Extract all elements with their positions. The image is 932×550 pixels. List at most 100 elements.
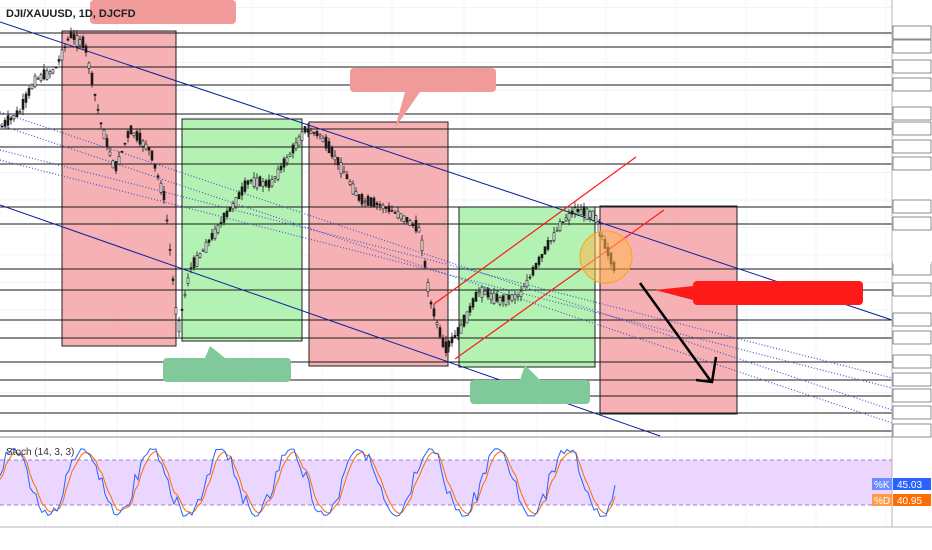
candle-body (504, 294, 508, 306)
candle-body (303, 126, 307, 133)
candle-body (384, 207, 388, 209)
candle-body (537, 256, 541, 265)
level-tag-bg (892, 106, 932, 121)
candle-body (435, 322, 439, 325)
projection-arrow-head (695, 356, 718, 384)
stoch-pane[interactable] (0, 448, 892, 517)
candle-body (516, 294, 520, 297)
candle-body (246, 180, 250, 185)
candle-body (585, 208, 589, 221)
candle-body (189, 267, 193, 270)
candle-body (294, 142, 298, 149)
candle-body (24, 93, 28, 103)
candle-body (528, 276, 532, 279)
candle-body (588, 211, 592, 219)
candle-body (552, 232, 556, 241)
candle-body (306, 128, 310, 133)
candle-body (252, 177, 256, 187)
candle-body (183, 294, 187, 297)
level-tag-bg (892, 372, 932, 387)
candle-body (564, 217, 568, 222)
candle-body (540, 253, 544, 259)
candle-body (501, 295, 505, 302)
stoch-k-line (0, 448, 616, 517)
level-tag-bg (892, 388, 932, 403)
candle-body (570, 210, 574, 215)
candle-body (465, 311, 469, 324)
candle-body (198, 253, 202, 258)
candle-body (495, 293, 499, 302)
candle-body (45, 70, 49, 80)
candle-body (162, 191, 166, 201)
candle-body (213, 228, 217, 239)
candle-body (240, 186, 244, 196)
candle-body (411, 224, 415, 227)
stoch-band (0, 460, 892, 505)
candle-body (378, 204, 382, 206)
candle-body (354, 191, 358, 196)
candle-body (234, 197, 238, 207)
candle-body (549, 240, 553, 242)
candle-body (228, 207, 232, 212)
candle-body (12, 115, 16, 120)
candle-body (60, 49, 64, 61)
candle-body (525, 280, 529, 288)
candle-body (519, 290, 523, 298)
stoch-d-tag-bg (872, 494, 892, 506)
candle-body (150, 150, 154, 161)
candle-body (456, 327, 460, 337)
candle-body (420, 239, 424, 251)
candle-body (78, 39, 82, 46)
candle-body (480, 286, 484, 298)
annotation-callout-bg (163, 358, 291, 382)
candle-body (324, 136, 328, 149)
candle-body (429, 301, 433, 305)
candle-body (318, 134, 322, 137)
candle-body (9, 117, 13, 121)
candle-body (408, 220, 412, 226)
candle-body (417, 227, 421, 233)
stoch-k-tag: %K (874, 480, 890, 491)
candle-body (522, 286, 526, 291)
candle-body (360, 193, 364, 205)
rising-channel-lower (454, 209, 665, 360)
candle-body (357, 194, 361, 201)
candle-body (363, 200, 367, 203)
candle-body (312, 132, 316, 134)
stoch-d-line (0, 450, 616, 515)
candle-body (369, 197, 373, 207)
candle-body (477, 291, 481, 294)
candle-body (54, 66, 58, 69)
level-tags (892, 25, 932, 438)
candle-body (399, 213, 403, 220)
stoch-d-tag: %D (874, 496, 890, 507)
candle-body (36, 77, 40, 80)
candle-body (258, 176, 262, 187)
candle-body (114, 161, 118, 172)
candle-body (342, 171, 346, 174)
level-tag-bg (892, 39, 932, 54)
candle-body (66, 38, 70, 41)
candle-body (39, 74, 43, 82)
candle-body (405, 216, 409, 223)
candle-body (57, 59, 61, 62)
candle-body (483, 290, 487, 296)
candle-body (423, 260, 427, 268)
candle-body (507, 294, 511, 300)
candle-body (192, 257, 196, 269)
candle-body (498, 297, 502, 305)
candle-body (402, 215, 406, 222)
callout-pointer (395, 92, 420, 128)
candle-body (291, 144, 295, 154)
candle-body (51, 69, 55, 74)
candle-body (84, 45, 88, 53)
candle-body (453, 334, 457, 338)
candle-body (279, 165, 283, 171)
level-tag-bg (892, 156, 932, 171)
candle-body (141, 140, 145, 147)
stoch-k-tag-bg (872, 478, 892, 490)
candle-body (351, 183, 355, 195)
candle-body (105, 138, 109, 147)
annotation-callout-bg (90, 0, 236, 24)
